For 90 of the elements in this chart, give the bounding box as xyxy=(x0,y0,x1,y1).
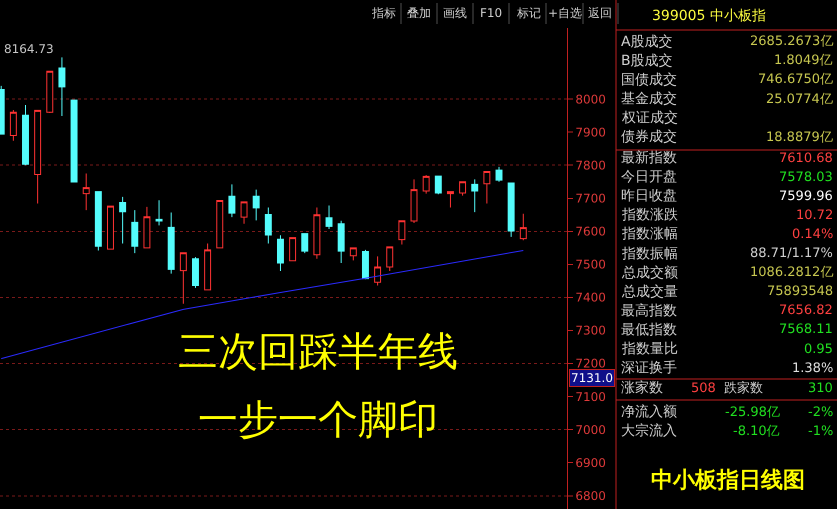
candlestick xyxy=(58,56,66,116)
candlestick xyxy=(410,178,418,224)
candlestick xyxy=(252,189,260,221)
candlestick xyxy=(70,100,78,183)
y-tick-label: 7400 xyxy=(575,290,606,305)
text: 指数量比 0.95 xyxy=(622,341,833,357)
candlestick xyxy=(180,252,187,304)
candlestick xyxy=(398,220,406,246)
candlestick xyxy=(350,247,357,261)
text: 今日开盘 7578.03 xyxy=(621,169,833,185)
text: 涨家数 508 跌家数 310 xyxy=(621,380,833,396)
y-tick-label: 7700 xyxy=(575,191,606,206)
candlestick xyxy=(204,243,212,290)
text: 债券成交 18.8879亿 xyxy=(621,129,833,145)
y-tick-label: 7000 xyxy=(575,422,606,437)
text: 返回 xyxy=(588,6,612,20)
candlestick xyxy=(192,256,199,288)
text: 总成交额 1086.2812亿 xyxy=(622,265,834,281)
text: 净流入额 -25.98亿 -2% xyxy=(621,404,834,420)
candlestick xyxy=(374,256,382,286)
candlestick xyxy=(216,200,224,248)
y-tick-label: 7300 xyxy=(575,324,606,338)
candlestick xyxy=(301,233,308,254)
y-tick-label: 7900 xyxy=(575,125,606,140)
candlestick xyxy=(422,174,430,194)
text: 总成交量 75893548 xyxy=(622,284,834,300)
y-tick-label: 7200 xyxy=(575,356,606,371)
text: 最新指数 7610.68 xyxy=(621,150,833,166)
text: 399005 中小板指 xyxy=(652,8,766,24)
candlestick xyxy=(94,191,102,251)
text: 指标 xyxy=(371,6,396,20)
candlestick xyxy=(508,182,515,238)
candlestick xyxy=(446,191,454,208)
text: 叠加 xyxy=(407,6,431,20)
candlestick xyxy=(22,104,29,166)
text: 基金成交 25.0774亿 xyxy=(621,91,833,107)
candlestick xyxy=(82,172,90,211)
text: +自选 xyxy=(548,6,582,20)
candlestick xyxy=(107,206,114,250)
candlestick xyxy=(434,176,442,195)
y-tick-label: 7100 xyxy=(575,390,606,404)
text: A股成交 2685.2673亿 xyxy=(621,34,834,50)
candlestick xyxy=(168,212,175,274)
candlestick xyxy=(386,246,394,272)
text: 指数涨幅 0.14% xyxy=(622,226,834,242)
candlestick xyxy=(483,170,490,204)
y-tick-label: 7600 xyxy=(575,224,606,239)
text: 权证成交 xyxy=(621,110,678,126)
text: 昨日收盘 7599.96 xyxy=(621,188,833,204)
text: 大宗流入 -8.10亿 -1% xyxy=(621,423,834,439)
candlestick xyxy=(338,220,345,264)
candlestick xyxy=(326,205,332,230)
candlestick xyxy=(264,207,272,244)
candlestick xyxy=(313,207,320,260)
y-tick-label: 7500 xyxy=(575,258,606,272)
text: 中小板指日线图 xyxy=(651,468,805,493)
annotation: 三次回踩半年线 xyxy=(178,329,458,375)
candlestick xyxy=(46,70,54,114)
candlestick xyxy=(240,201,248,224)
candlestick xyxy=(143,206,150,248)
candlestick xyxy=(156,200,163,226)
annotation: 8164.73 xyxy=(4,42,54,56)
text: 指数振幅 88.71/1.17% xyxy=(622,246,833,262)
candlestick xyxy=(362,249,369,280)
candlestick xyxy=(228,184,236,218)
text: 最低指数 7568.11 xyxy=(621,322,833,338)
candlestick xyxy=(289,237,296,262)
candlestick xyxy=(10,109,17,142)
candlestick xyxy=(520,213,527,241)
y-tick-label: 7800 xyxy=(575,158,606,172)
candlestick xyxy=(496,166,502,182)
text: 画线 xyxy=(443,6,467,20)
y-tick-label: 8000 xyxy=(575,92,606,106)
text: B股成交 1.8049亿 xyxy=(621,53,832,69)
text: F10 xyxy=(480,6,502,20)
y-tick-label: 6800 xyxy=(575,488,606,503)
candlestick xyxy=(459,181,466,196)
candlestick xyxy=(276,234,284,272)
text: 标记 xyxy=(516,6,541,20)
annotation: 一步一个脚印 xyxy=(198,397,438,443)
text: 深证换手 1.38% xyxy=(621,360,834,376)
text: 最高指数 7656.82 xyxy=(621,303,833,319)
candlestick xyxy=(131,210,138,254)
text: 指数涨跌 10.72 xyxy=(622,207,834,223)
text: 7131.0 xyxy=(571,371,613,385)
candlestick xyxy=(34,110,42,204)
y-tick-label: 6900 xyxy=(575,456,606,470)
candlestick xyxy=(119,196,126,244)
text: 国债成交 746.6750亿 xyxy=(621,72,834,88)
candlestick xyxy=(471,178,478,213)
